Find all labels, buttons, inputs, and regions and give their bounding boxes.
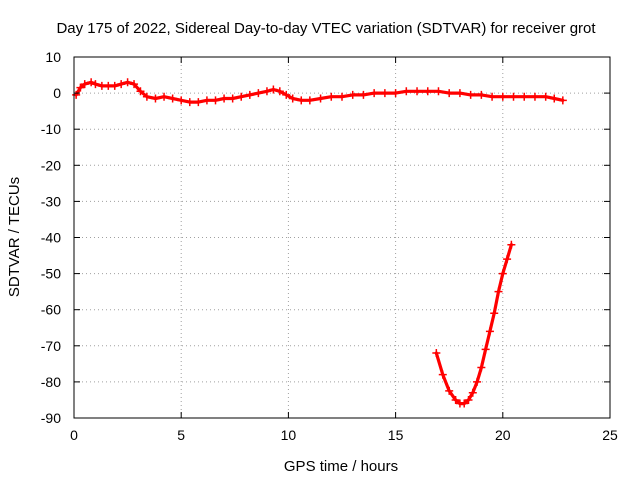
data-point bbox=[168, 94, 177, 103]
data-point bbox=[269, 85, 278, 94]
y-tick-label: -70 bbox=[41, 338, 61, 354]
series-layer bbox=[72, 78, 567, 408]
data-point bbox=[451, 395, 460, 404]
x-tick-label: 10 bbox=[281, 427, 297, 443]
data-point bbox=[520, 92, 529, 101]
data-point bbox=[402, 87, 411, 96]
data-point bbox=[434, 87, 443, 96]
data-point bbox=[76, 83, 85, 92]
data-point bbox=[305, 96, 314, 105]
data-point bbox=[477, 90, 486, 99]
data-point bbox=[130, 80, 139, 89]
data-point bbox=[391, 89, 400, 98]
y-axis-label: SDTVAR / TECUs bbox=[6, 177, 23, 297]
data-point bbox=[185, 98, 194, 107]
data-point bbox=[338, 92, 346, 101]
data-point bbox=[87, 78, 96, 87]
data-point bbox=[460, 399, 469, 408]
data-point bbox=[282, 90, 291, 99]
data-point bbox=[485, 327, 494, 336]
data-point bbox=[481, 345, 490, 354]
y-tick-label: -30 bbox=[41, 193, 61, 209]
data-point bbox=[445, 386, 454, 395]
data-point bbox=[228, 94, 237, 103]
data-point bbox=[490, 309, 499, 318]
data-point bbox=[297, 96, 306, 105]
chart-title: Day 175 of 2022, Sidereal Day-to-day VTE… bbox=[56, 20, 596, 37]
data-point bbox=[503, 255, 512, 264]
y-tick-label: -60 bbox=[41, 302, 61, 318]
data-point bbox=[464, 395, 473, 404]
data-point bbox=[262, 87, 271, 96]
data-point bbox=[237, 92, 246, 101]
data-point bbox=[541, 92, 550, 101]
data-point bbox=[348, 90, 357, 99]
data-point bbox=[211, 96, 220, 105]
x-tick-labels: 0 5 10 15 20 25 bbox=[70, 427, 618, 443]
data-point bbox=[160, 92, 169, 101]
data-point bbox=[432, 349, 441, 358]
x-axis-label: GPS time / hours bbox=[284, 458, 398, 475]
data-point bbox=[117, 80, 126, 89]
grid-lines bbox=[74, 57, 610, 418]
data-point bbox=[558, 96, 567, 105]
data-point bbox=[288, 94, 297, 103]
y-tick-label: 10 bbox=[45, 49, 61, 65]
data-point bbox=[194, 98, 203, 107]
data-point bbox=[142, 92, 151, 101]
y-tick-labels: 10 0 -10 -20 -30 -40 -50 -60 -70 -80 -90 bbox=[41, 49, 61, 426]
data-point bbox=[220, 94, 229, 103]
data-point bbox=[509, 92, 518, 101]
y-tick-label: -10 bbox=[41, 121, 61, 137]
data-point bbox=[530, 92, 539, 101]
data-point bbox=[327, 92, 336, 101]
series-line-2 bbox=[434, 243, 513, 406]
y-tick-label: -50 bbox=[41, 266, 61, 282]
data-point bbox=[423, 87, 432, 96]
data-point bbox=[380, 89, 389, 98]
data-point bbox=[177, 96, 186, 105]
x-tick-label: 25 bbox=[602, 427, 618, 443]
data-point bbox=[445, 89, 454, 98]
data-point bbox=[151, 94, 160, 103]
x-tick-label: 5 bbox=[177, 427, 185, 443]
data-point bbox=[136, 87, 145, 96]
data-point bbox=[438, 370, 447, 379]
data-point bbox=[275, 87, 284, 96]
data-point bbox=[455, 89, 464, 98]
data-point bbox=[316, 94, 325, 103]
data-point bbox=[80, 80, 89, 89]
data-point bbox=[245, 90, 254, 99]
data-point bbox=[507, 240, 516, 249]
data-point bbox=[473, 377, 482, 386]
x-tick-label: 20 bbox=[495, 427, 511, 443]
data-point bbox=[494, 287, 503, 296]
x-tick-label: 0 bbox=[70, 427, 78, 443]
data-point bbox=[498, 269, 507, 278]
data-point bbox=[123, 78, 132, 87]
data-point bbox=[254, 89, 263, 98]
y-tick-label: -90 bbox=[41, 410, 61, 426]
y-tick-label: 0 bbox=[53, 85, 61, 101]
data-point bbox=[413, 87, 422, 96]
data-point bbox=[110, 81, 119, 90]
data-point bbox=[359, 90, 368, 99]
axis-ticks bbox=[73, 56, 611, 419]
y-tick-label: -40 bbox=[41, 230, 61, 246]
data-point bbox=[202, 96, 211, 105]
data-point bbox=[488, 92, 497, 101]
data-point bbox=[466, 90, 475, 99]
data-point bbox=[498, 92, 507, 101]
data-point bbox=[468, 388, 477, 397]
data-point bbox=[477, 363, 486, 372]
y-tick-label: -80 bbox=[41, 374, 61, 390]
data-point bbox=[550, 94, 559, 103]
data-point bbox=[91, 80, 100, 89]
y-tick-label: -20 bbox=[41, 157, 61, 173]
data-point bbox=[72, 90, 81, 99]
x-tick-label: 15 bbox=[388, 427, 404, 443]
data-point bbox=[370, 89, 379, 98]
